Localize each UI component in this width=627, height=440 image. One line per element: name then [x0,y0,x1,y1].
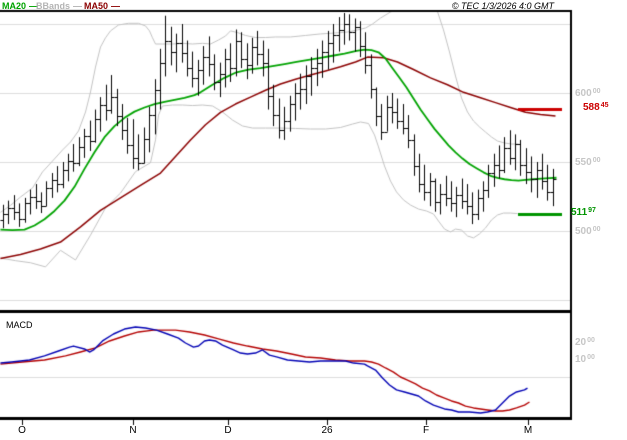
price-axis-label: 55000 [575,157,601,168]
legend-label-ma50: MA50 [84,1,109,11]
legend-item-ma50: MA50— [84,1,120,11]
copyright-text: © TEC 1/3/2026 4:0 GMT [451,1,554,11]
legend-item-ma20: MA20— [2,1,38,11]
macd-axis-label: 1000 [575,354,595,365]
ma20-line-swatch: — [29,1,39,11]
legend-label-bbands: BBands [36,1,71,11]
level-label-support: 51197 [571,207,596,218]
price-axis-label: 60000 [575,88,601,99]
month-label: D [224,425,232,436]
month-label: O [18,425,26,436]
legend-label-ma20: MA20 [2,1,27,11]
month-label: F [422,425,430,436]
bbands-line-swatch: — [73,1,83,11]
macd-axis-label: 2000 [575,337,595,348]
month-label: N [129,425,137,436]
ma50-line-swatch: — [111,1,121,11]
legend-item-bbands: BBands — [36,1,82,11]
month-label: M [523,425,533,436]
level-label-resistance: 58845 [583,102,609,113]
macd-panel-label: MACD [6,320,33,330]
price-axis-label: 50000 [575,226,601,237]
month-label: 26 [321,425,333,436]
